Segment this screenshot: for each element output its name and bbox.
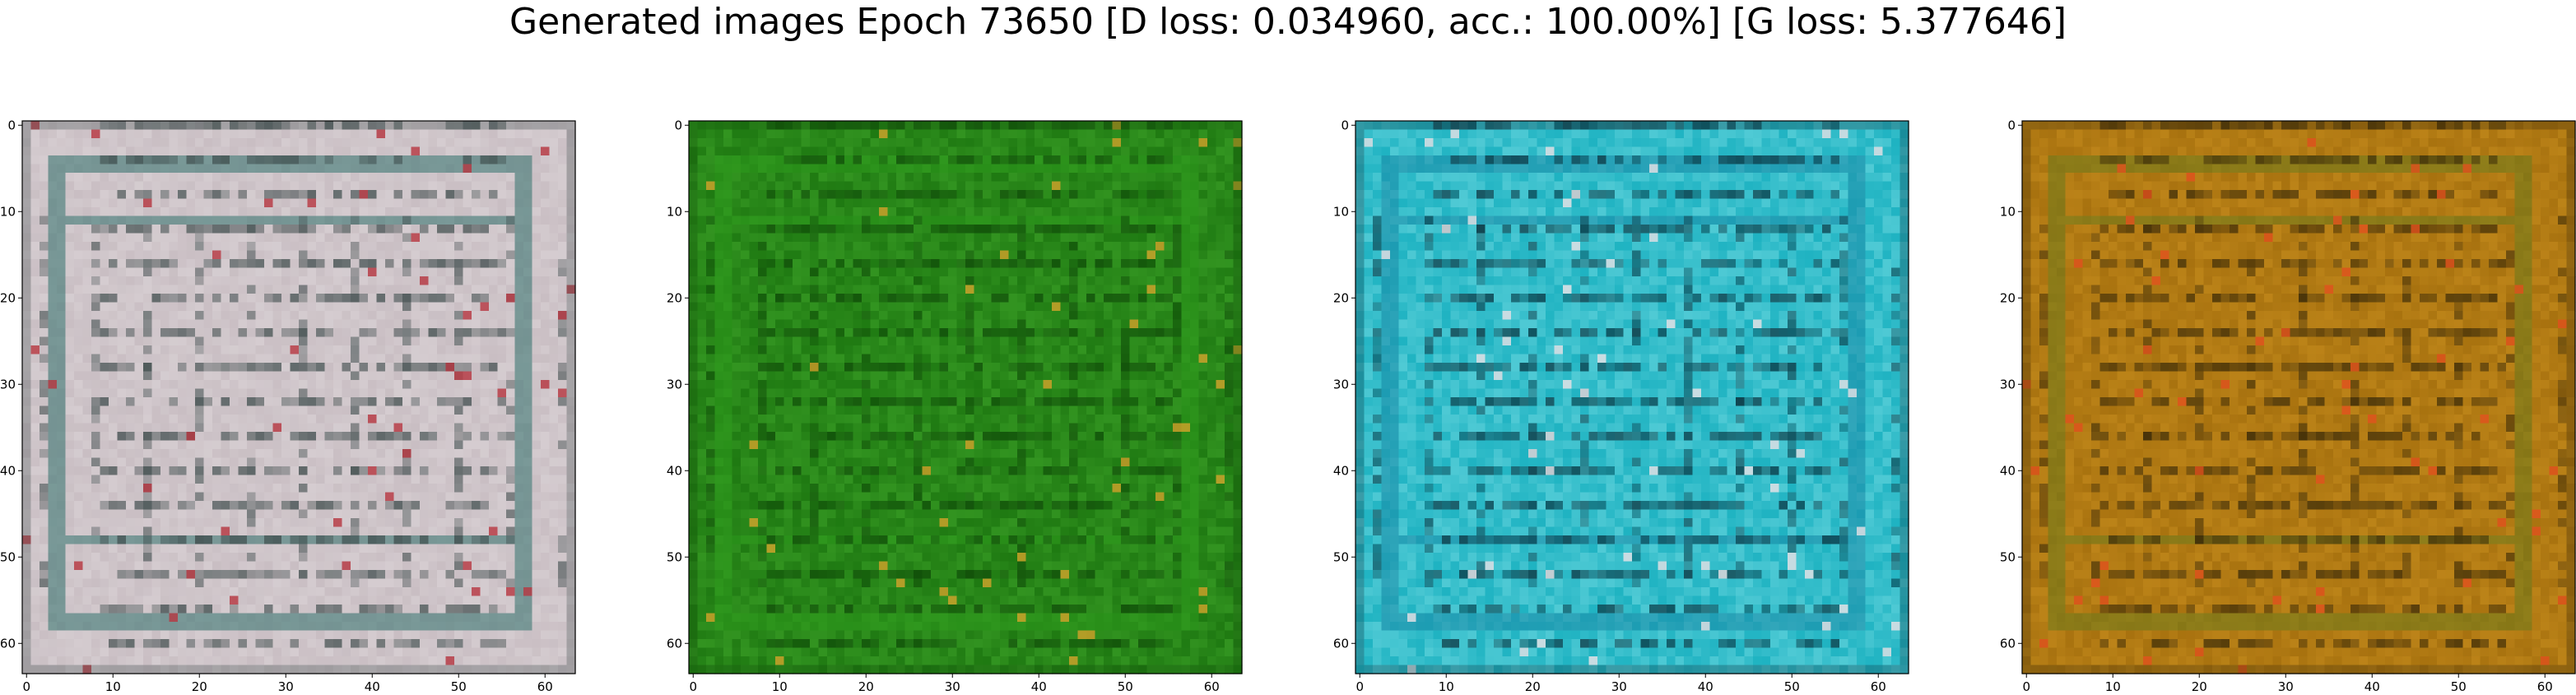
y-tick-label: 40 xyxy=(667,463,682,478)
x-tick-label: 60 xyxy=(1204,679,1220,694)
x-tick-label: 20 xyxy=(858,679,874,694)
y-tick-label: 50 xyxy=(2000,549,2016,564)
x-tick-label: 60 xyxy=(2537,679,2553,694)
image-pixels xyxy=(1355,121,1909,674)
x-tick-label: 0 xyxy=(2022,679,2030,694)
y-tick-label: 30 xyxy=(1333,377,1349,392)
x-tick-label: 20 xyxy=(1525,679,1541,694)
x-tick-label: 40 xyxy=(1698,679,1713,694)
x-tick-label: 10 xyxy=(2105,679,2121,694)
x-tick-label: 20 xyxy=(2192,679,2207,694)
x-tick-label: 50 xyxy=(1784,679,1800,694)
image-pixels xyxy=(22,121,576,674)
x-tick-label: 40 xyxy=(2364,679,2380,694)
image-axes-3: 0 10 20 30 40 50 60 0 10 20 30 40 50 60 xyxy=(1333,118,1909,694)
image-panel-3: 0 10 20 30 40 50 60 0 10 20 30 40 50 60 xyxy=(1333,118,1909,694)
x-tick-label: 30 xyxy=(945,679,960,694)
y-tick-label: 60 xyxy=(667,636,682,651)
y-tick-label: 60 xyxy=(0,636,16,651)
x-tick-label: 60 xyxy=(537,679,553,694)
y-tick-label: 0 xyxy=(674,118,682,132)
x-tick-label: 30 xyxy=(278,679,294,694)
x-tick-label: 10 xyxy=(1439,679,1454,694)
image-axes-4: 0 10 20 30 40 50 60 0 10 20 30 40 50 60 xyxy=(2000,118,2576,694)
image-pixels xyxy=(689,121,1243,674)
x-tick-label: 30 xyxy=(2278,679,2294,694)
x-tick-label: 40 xyxy=(1031,679,1047,694)
y-tick-label: 40 xyxy=(2000,463,2016,478)
y-tick-label: 30 xyxy=(2000,377,2016,392)
x-tick-label: 40 xyxy=(365,679,380,694)
image-pixels xyxy=(2022,121,2576,674)
y-tick-label: 20 xyxy=(1333,290,1349,305)
x-tick-label: 50 xyxy=(1118,679,1133,694)
axes-frame xyxy=(21,120,576,674)
x-tick-label: 30 xyxy=(1611,679,1627,694)
x-tick-label: 50 xyxy=(451,679,467,694)
y-tick-label: 40 xyxy=(1333,463,1349,478)
y-tick-label: 60 xyxy=(2000,636,2016,651)
x-tick-label: 0 xyxy=(22,679,30,694)
y-tick-label: 30 xyxy=(0,377,16,392)
y-tick-label: 60 xyxy=(1333,636,1349,651)
y-tick-label: 0 xyxy=(7,118,16,132)
figure-title: Generated images Epoch 73650 [D loss: 0.… xyxy=(509,1,2067,43)
axes-frame xyxy=(1355,120,1909,674)
y-tick-label: 20 xyxy=(2000,290,2016,305)
y-tick-label: 50 xyxy=(0,549,16,564)
y-tick-label: 0 xyxy=(1341,118,1349,132)
x-tick-label: 60 xyxy=(1871,679,1886,694)
x-tick-label: 10 xyxy=(772,679,788,694)
axes-frame xyxy=(688,120,1243,674)
axes-frame xyxy=(2021,120,2576,674)
image-axes-2: 0 10 20 30 40 50 60 0 10 20 30 40 50 60 xyxy=(667,118,1243,694)
image-panel-4: 0 10 20 30 40 50 60 0 10 20 30 40 50 60 xyxy=(2000,118,2576,694)
y-tick-label: 20 xyxy=(667,290,682,305)
y-tick-label: 50 xyxy=(1333,549,1349,564)
image-panel-1: 0 10 20 30 40 50 60 0 10 20 30 40 50 60 xyxy=(0,118,576,694)
x-tick-label: 20 xyxy=(192,679,207,694)
y-tick-label: 30 xyxy=(667,377,682,392)
y-tick-label: 40 xyxy=(0,463,16,478)
x-tick-label: 50 xyxy=(2451,679,2467,694)
y-tick-label: 10 xyxy=(2000,204,2016,219)
y-tick-label: 10 xyxy=(0,204,16,219)
y-tick-label: 10 xyxy=(1333,204,1349,219)
image-axes-1: 0 10 20 30 40 50 60 0 10 20 30 40 50 60 xyxy=(0,118,576,694)
x-tick-label: 0 xyxy=(689,679,697,694)
y-tick-label: 20 xyxy=(0,290,16,305)
x-tick-label: 10 xyxy=(105,679,121,694)
image-panel-2: 0 10 20 30 40 50 60 0 10 20 30 40 50 60 xyxy=(667,118,1243,694)
y-tick-label: 0 xyxy=(2007,118,2016,132)
y-tick-label: 50 xyxy=(667,549,682,564)
y-tick-label: 10 xyxy=(667,204,682,219)
x-tick-label: 0 xyxy=(1355,679,1364,694)
